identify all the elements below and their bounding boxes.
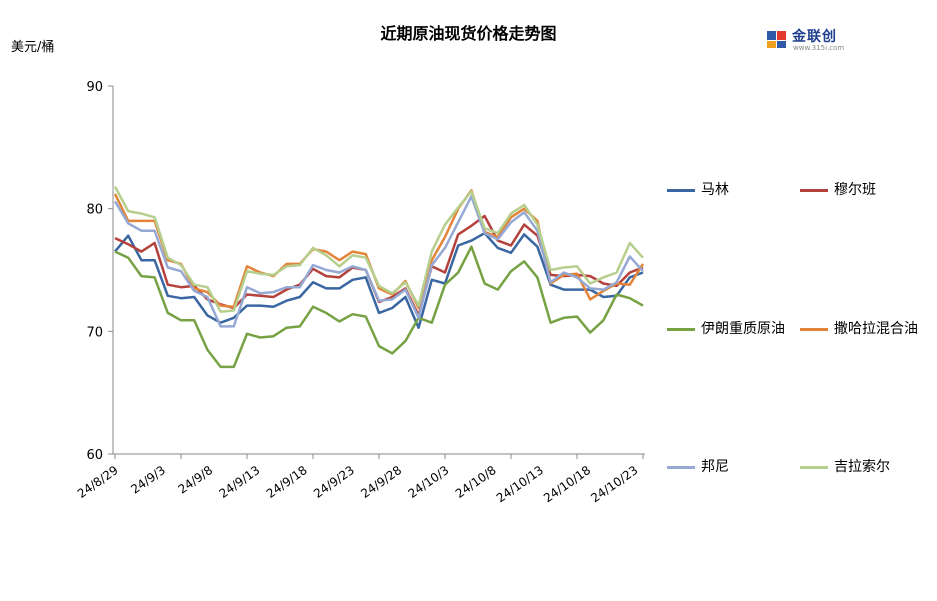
legend-label: 撒哈拉混合油 [834,321,918,337]
x-tick-label: 24/10/8 [453,463,499,501]
series-line-3 [114,245,644,369]
x-tick-label: 24/9/18 [264,463,310,501]
y-axis-unit-label: 美元/桶 [11,40,55,55]
y-tick-label: 90 [86,80,103,95]
x-tick-label: 24/9/8 [176,463,216,497]
legend-swatch [667,328,695,331]
series-line-6 [113,186,644,313]
legend-label: 穆尔班 [834,182,876,198]
chart-series-lines [113,186,645,369]
logo-mark-icon [767,31,786,48]
series-line-4 [113,189,645,310]
y-tick-label: 60 [86,448,103,463]
x-tick-label: 24/10/13 [494,463,546,505]
x-tick-label: 24/9/23 [311,463,357,501]
chart-title: 近期原油现货价格走势图 [380,24,557,43]
chart-axes: 60 70 80 90 [86,80,645,463]
legend-swatch [800,466,828,469]
x-tick-label: 24/9/3 [128,463,168,497]
series-line-1 [114,231,644,329]
legend-swatch [667,466,695,469]
y-tick-label: 70 [86,325,103,340]
x-tick-label: 24/10/18 [541,463,593,505]
series-line-5 [113,195,644,328]
legend-label: 马林 [701,182,729,198]
x-tick-label: 24/8/29 [75,463,121,501]
brand-logo: 金联创 www.315i.com [766,24,856,54]
x-tick-label: 24/9/28 [358,463,404,501]
y-tick-label: 80 [86,203,103,218]
legend-swatch [800,189,828,192]
x-tick-label: 24/9/13 [217,463,263,501]
legend-swatch [667,189,695,192]
legend-label: 伊朗重质原油 [701,321,785,337]
x-axis-tick-labels: 24/8/29 24/9/3 24/9/8 24/9/13 24/9/18 24/9/23… [75,463,641,505]
legend-label: 邦尼 [701,459,729,475]
legend-label: 吉拉索尔 [834,459,890,475]
legend-swatch [800,328,828,331]
x-tick-label: 24/10/23 [588,463,640,505]
x-tick-label: 24/10/3 [406,463,452,501]
